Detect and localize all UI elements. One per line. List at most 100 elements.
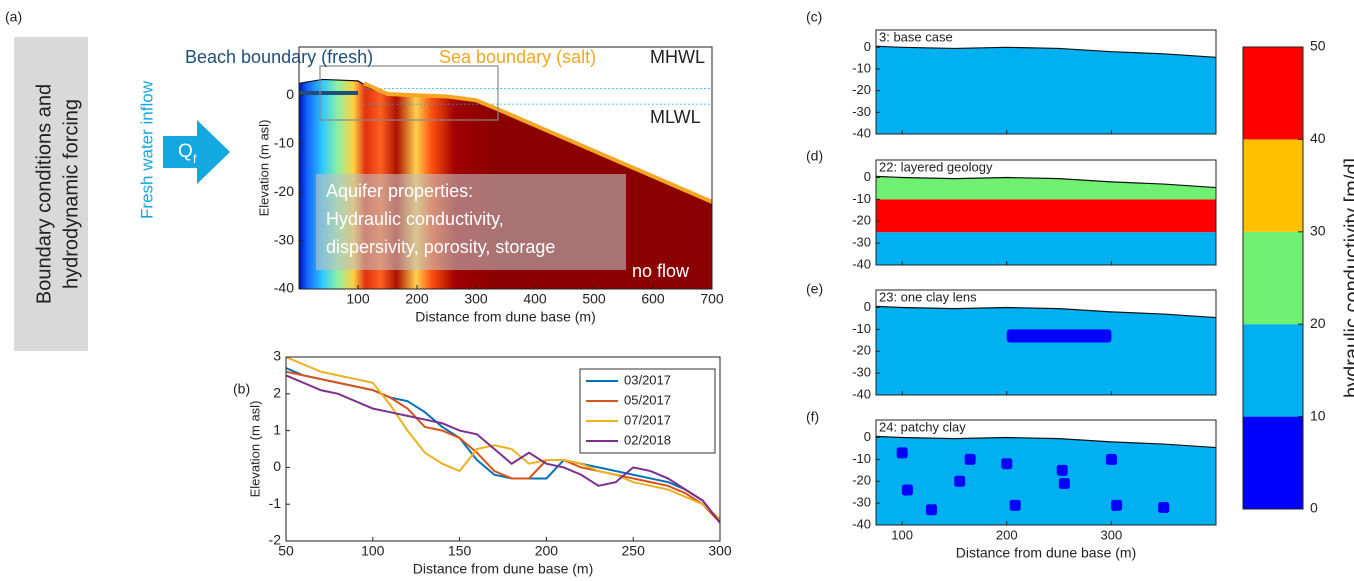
colorbar-segment xyxy=(1243,231,1303,325)
y-tick-label: -30 xyxy=(852,365,871,380)
x-tick-label: 500 xyxy=(582,291,606,307)
clay-patch xyxy=(1158,502,1170,513)
x-tick-label: 400 xyxy=(523,291,547,307)
colorbar-tick-label: 30 xyxy=(1310,223,1326,239)
clay-patch xyxy=(1056,464,1068,476)
x-tick-label: 50 xyxy=(278,543,294,559)
sea-boundary-label: Sea boundary (salt) xyxy=(439,47,596,67)
clay-patch xyxy=(954,475,966,487)
x-tick-label: 100 xyxy=(346,291,370,307)
panel-title: 23: one clay lens xyxy=(879,289,977,304)
y-tick-label: 2 xyxy=(273,385,281,401)
layer xyxy=(876,46,1216,134)
y-tick-label: -40 xyxy=(852,125,871,140)
y-tick-label: -30 xyxy=(852,235,871,250)
panel-title: 3: base case xyxy=(879,29,953,44)
clay-patch xyxy=(896,447,908,459)
y-tick-label: 0 xyxy=(286,86,294,102)
clay-patch xyxy=(1001,458,1013,470)
annotation: Aquifer properties: xyxy=(326,181,473,201)
colorbar-frame xyxy=(1242,46,1304,510)
clay-patch xyxy=(901,484,913,496)
plot-frame xyxy=(875,29,1217,135)
legend-label: 07/2017 xyxy=(624,412,671,427)
ground xyxy=(876,306,1216,395)
y-tick-label: -10 xyxy=(852,60,871,75)
panel-label: (c) xyxy=(806,9,822,25)
clay-patch xyxy=(1111,499,1123,511)
legend-label: 02/2018 xyxy=(624,432,671,447)
y-tick-label: -30 xyxy=(852,104,871,119)
y-tick-label: -40 xyxy=(852,516,871,531)
x-tick-label: 300 xyxy=(708,543,732,559)
surface-line xyxy=(876,305,1216,319)
y-tick-label: -20 xyxy=(852,343,871,358)
zoom-box xyxy=(319,65,499,121)
plot-area xyxy=(876,436,1216,525)
annotation: Hydraulic conductivity, xyxy=(326,209,504,229)
colorbar-segment xyxy=(1243,416,1303,509)
x-axis-label: Distance from dune base (m) xyxy=(956,545,1137,561)
clay-patch xyxy=(1058,477,1070,489)
ground xyxy=(876,176,1216,265)
y-tick-label: 3 xyxy=(273,348,281,364)
clay-lens xyxy=(1006,329,1112,343)
y-tick-label: 0 xyxy=(864,39,871,54)
colorbar-tick-label: 10 xyxy=(1310,407,1326,423)
y-tick-label: 0 xyxy=(864,429,871,444)
inflow-arrow xyxy=(163,120,230,184)
x-tick-label: 200 xyxy=(405,291,429,307)
y-tick-label: -20 xyxy=(852,213,871,228)
layer xyxy=(876,306,1216,395)
plot-frame xyxy=(298,46,713,290)
legend-label: 05/2017 xyxy=(624,392,671,407)
legend-label: 03/2017 xyxy=(624,372,671,387)
layer xyxy=(876,232,1216,265)
plot-area xyxy=(876,176,1216,265)
y-tick-label: -10 xyxy=(852,321,871,336)
y-tick-label: -30 xyxy=(274,231,294,247)
inflow-q-sub: f xyxy=(193,152,197,166)
colorbar-tick-label: 0 xyxy=(1310,500,1318,516)
y-tick-label: -20 xyxy=(852,82,871,97)
plot-frame xyxy=(875,419,1217,526)
panel-title: 24: patchy clay xyxy=(879,419,966,434)
y-tick-label: 1 xyxy=(273,421,281,437)
plot-area xyxy=(876,46,1216,134)
above-surface xyxy=(299,47,712,202)
x-tick-label: 100 xyxy=(361,543,385,559)
x-axis-label: Distance from dune base (m) xyxy=(413,561,594,577)
y-tick-label: -20 xyxy=(852,473,871,488)
y-tick-label: 0 xyxy=(273,458,281,474)
inflow-label: Fresh water inflow xyxy=(137,80,156,219)
ground xyxy=(876,436,1216,525)
plot-frame xyxy=(875,289,1217,396)
panel-label: (a) xyxy=(5,9,22,25)
series-line xyxy=(286,370,720,524)
x-tick-label: 150 xyxy=(448,543,472,559)
y-axis-label: Elevation (m asl) xyxy=(247,401,262,498)
colorbar-segment xyxy=(1243,324,1303,417)
y-tick-label: 0 xyxy=(864,169,871,184)
series-line xyxy=(286,374,720,524)
x-tick-label: 600 xyxy=(641,291,665,307)
y-tick-label: -30 xyxy=(852,495,871,510)
beach-boundary-label: Beach boundary (fresh) xyxy=(185,47,373,67)
annotation-box xyxy=(316,174,626,270)
clay-patch xyxy=(925,504,937,516)
panel-label: (f) xyxy=(806,409,819,425)
layer xyxy=(876,199,1216,233)
panel-title: 22: layered geology xyxy=(879,159,993,174)
y-tick-label: -40 xyxy=(852,386,871,401)
colorbar-segment xyxy=(1243,47,1303,140)
y-tick-label: -10 xyxy=(852,191,871,206)
plot-area xyxy=(876,306,1216,395)
annotation: no flow xyxy=(632,261,690,281)
surface-line xyxy=(876,45,1216,58)
x-axis-label: Distance from dune base (m) xyxy=(415,309,596,325)
y-tick-label: 0 xyxy=(864,299,871,314)
x-tick-label: 200 xyxy=(535,543,559,559)
colorbar-tick-label: 40 xyxy=(1310,130,1326,146)
x-tick-label: 300 xyxy=(464,291,488,307)
